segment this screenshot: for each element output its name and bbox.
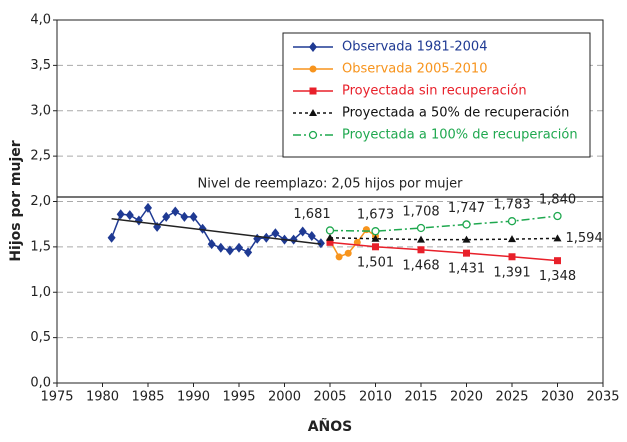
marker — [116, 209, 125, 220]
x-tick-label: 2020 — [450, 390, 483, 405]
marker — [553, 234, 562, 242]
marker — [171, 206, 180, 217]
y-tick-label: 3,5 — [30, 58, 51, 73]
legend: Observada 1981-2004 Observada 2005-2010 Pr… — [282, 32, 591, 158]
marker — [344, 249, 352, 257]
marker — [216, 242, 225, 253]
legend-frame — [282, 32, 591, 158]
marker — [326, 233, 334, 241]
x-tick-label: 2030 — [541, 390, 574, 405]
marker — [372, 243, 379, 251]
y-tick-label: 4,0 — [30, 13, 51, 28]
y-tick-label: 1,0 — [30, 285, 51, 300]
marker — [507, 217, 517, 226]
data-label: 1,708 — [402, 204, 439, 219]
marker — [225, 245, 234, 256]
legend-label: Proyectada sin recuperación — [342, 84, 527, 99]
marker — [371, 234, 380, 242]
data-label: 1,501 — [357, 255, 394, 270]
data-label: 1,348 — [539, 269, 576, 284]
data-label: 1,840 — [539, 193, 576, 208]
reference-label: Nivel de reemplazo: 2,05 hijos por mujer — [198, 176, 464, 191]
marker — [462, 235, 471, 243]
marker — [362, 226, 370, 234]
marker — [508, 253, 516, 261]
series-line — [329, 241, 558, 262]
marker — [554, 257, 561, 265]
y-tick-label: 2,0 — [30, 194, 51, 209]
data-label: 1,431 — [448, 262, 485, 277]
y-tick-label: 1,5 — [30, 239, 51, 254]
marker — [162, 211, 171, 222]
marker — [144, 202, 152, 213]
marker — [189, 211, 198, 222]
marker — [134, 215, 143, 226]
marker — [107, 232, 116, 243]
marker — [308, 130, 318, 140]
marker — [508, 235, 516, 243]
y-tick-label: 3,0 — [30, 103, 51, 118]
series-line — [111, 217, 321, 245]
marker — [244, 247, 253, 258]
legend-label: Proyectada a 50% de recuperación — [342, 106, 569, 121]
marker — [309, 109, 317, 116]
marker — [553, 211, 562, 221]
x-tick-label: 1985 — [131, 390, 164, 405]
marker — [309, 65, 317, 73]
data-label: 1,468 — [402, 258, 439, 273]
marker — [463, 249, 470, 257]
marker — [371, 227, 380, 236]
marker — [198, 223, 207, 234]
data-label: 1,681 — [293, 207, 330, 222]
legend-label: Observada 1981-2004 — [342, 40, 487, 55]
data-label: 1,783 — [493, 198, 530, 213]
marker — [298, 226, 307, 237]
series-line — [329, 237, 558, 241]
x-tick-label: 2015 — [404, 390, 437, 405]
y-tick-label: 2,5 — [30, 149, 51, 164]
legend-label: Proyectada a 100% de recuperación — [342, 128, 578, 143]
x-tick-label: 2025 — [495, 390, 528, 405]
marker — [316, 238, 325, 249]
legend-label: Observada 2005-2010 — [342, 62, 487, 77]
marker — [309, 87, 317, 95]
x-tick-label: 1975 — [40, 390, 73, 405]
x-tick-label: 2035 — [586, 390, 619, 405]
data-label: 1,747 — [448, 201, 485, 216]
y-tick-label: 0,0 — [30, 376, 51, 391]
x-tick-label: 2010 — [359, 390, 392, 405]
x-tick-label: 1980 — [86, 390, 119, 405]
marker — [325, 226, 335, 235]
marker — [207, 239, 216, 250]
marker — [271, 228, 280, 239]
marker — [417, 246, 425, 254]
marker — [125, 210, 134, 221]
marker — [417, 235, 425, 243]
data-label: 1,391 — [493, 265, 530, 280]
data-label: 1,594 — [566, 231, 603, 246]
marker — [416, 223, 426, 233]
y-axis-title: Hijos por mujer — [8, 140, 24, 261]
data-label: 1,673 — [357, 208, 394, 223]
marker — [289, 234, 298, 245]
y-tick-label: 0,5 — [30, 330, 51, 345]
marker — [462, 220, 471, 229]
marker — [335, 253, 343, 261]
series-line — [110, 206, 322, 254]
marker — [326, 238, 334, 246]
x-axis-title: AÑOS — [308, 418, 353, 435]
marker — [307, 230, 316, 241]
x-tick-label: 2000 — [268, 390, 301, 405]
plot-frame — [56, 19, 604, 384]
marker — [309, 42, 317, 52]
series-line — [329, 215, 558, 232]
marker — [235, 242, 243, 253]
x-tick-label: 1990 — [177, 390, 210, 405]
x-tick-label: 1995 — [222, 390, 255, 405]
marker — [180, 211, 189, 222]
x-tick-label: 2005 — [313, 390, 346, 405]
